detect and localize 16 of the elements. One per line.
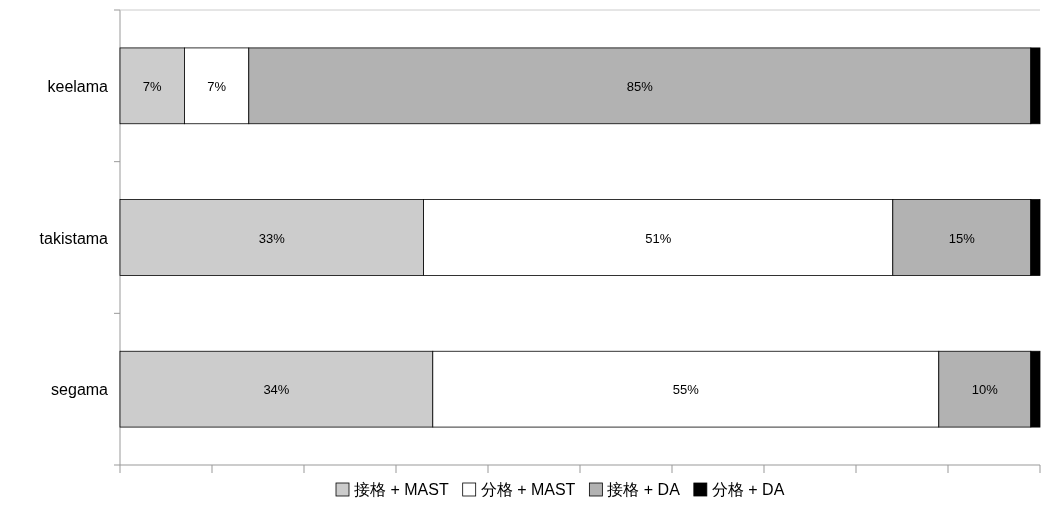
legend-label: 接格 + DA	[607, 481, 681, 498]
y-tick-label: keelama	[47, 77, 109, 95]
data-label: 33%	[258, 230, 286, 246]
y-tick-label: takistama	[39, 229, 109, 247]
legend-label: 接格 + MAST	[354, 481, 449, 498]
legend-label: 分格 + MAST	[480, 481, 576, 498]
data-label: 7%	[207, 78, 227, 94]
y-tick-label: segama	[51, 381, 109, 399]
data-label: 34%	[263, 382, 290, 398]
legend-label: 分格 + DA	[711, 481, 785, 498]
data-label: 55%	[672, 382, 700, 398]
data-label: 7%	[142, 78, 163, 94]
data-label: 85%	[626, 78, 654, 94]
data-label: 51%	[645, 230, 672, 246]
data-label: 15%	[948, 230, 976, 246]
data-label: 10%	[971, 382, 999, 398]
